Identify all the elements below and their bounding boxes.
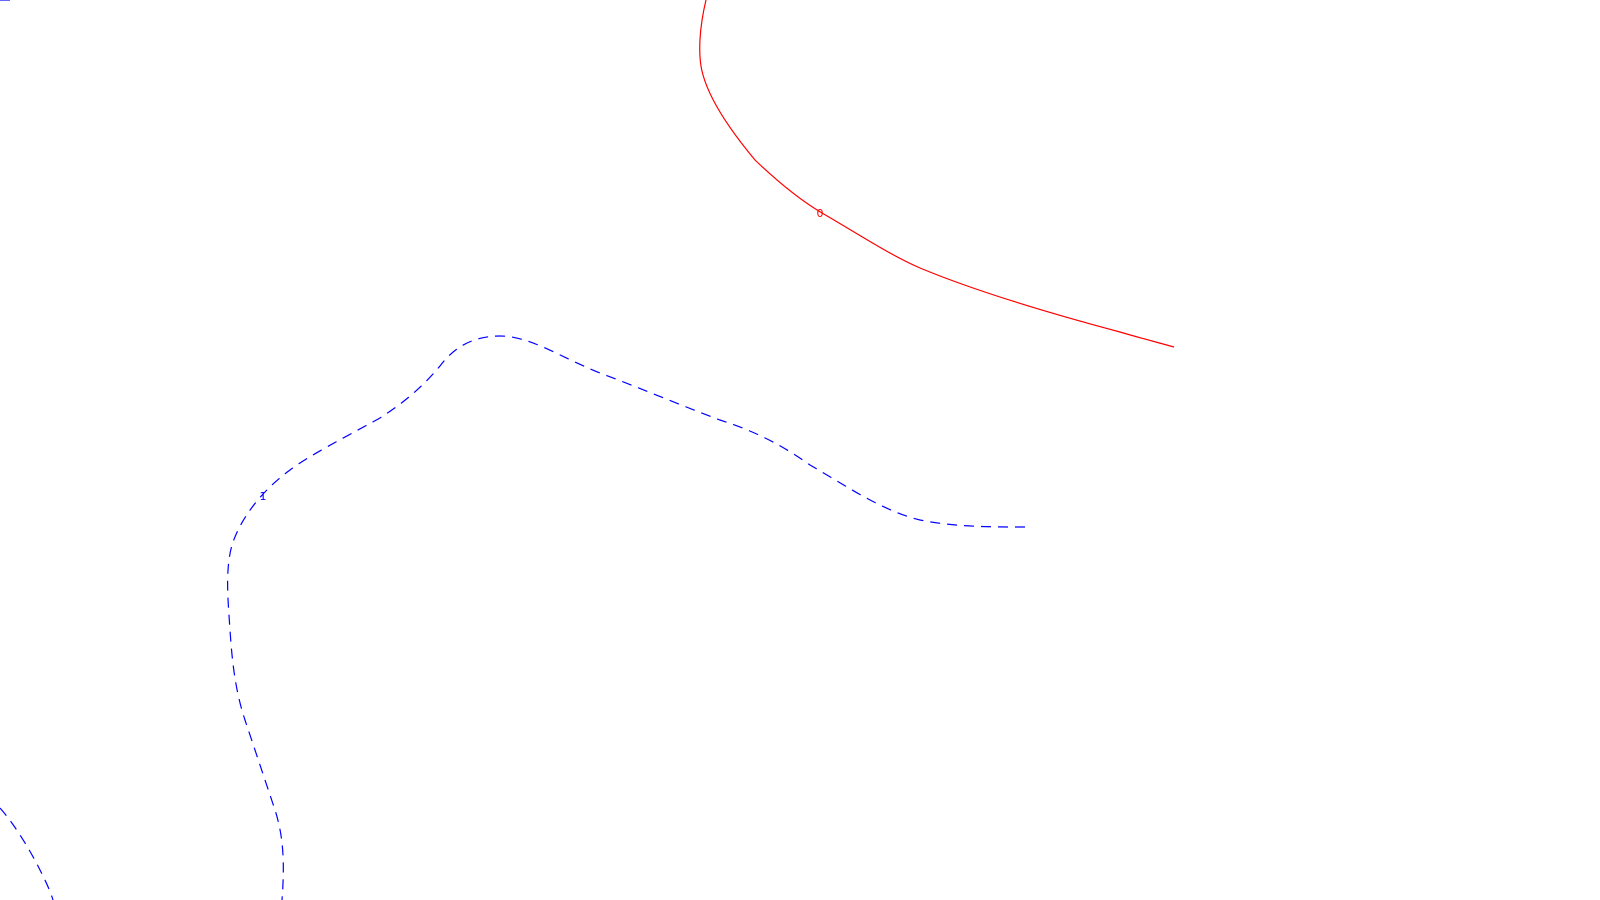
contour-0-path [699, 0, 1175, 348]
contour-1-label: 1 [260, 490, 267, 503]
contour-1-corner-path [0, 807, 54, 900]
contour-line-1: 1 [0, 0, 1026, 900]
contour-0-label: 0 [817, 207, 824, 220]
contour-1-main-path [227, 335, 1026, 900]
contour-line-0: 0 [699, 0, 1175, 348]
